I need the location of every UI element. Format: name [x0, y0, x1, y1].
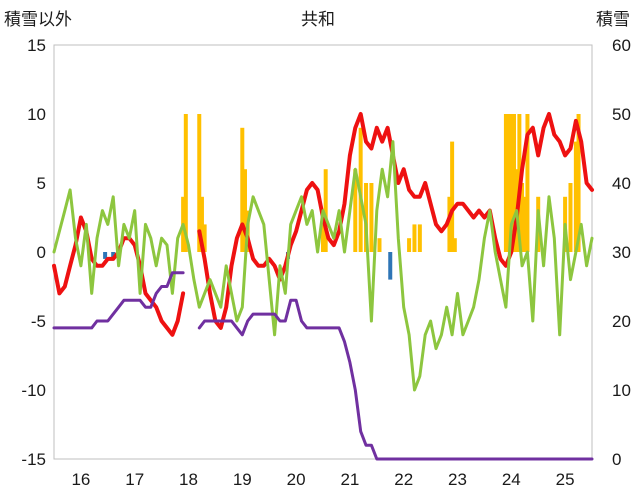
bar-blue — [111, 252, 116, 259]
bar-orange — [525, 114, 530, 252]
y-tick-label-right: 20 — [612, 312, 631, 331]
x-tick-label: 24 — [502, 470, 521, 489]
y-tick-label-right: 0 — [612, 450, 621, 469]
bar-orange — [568, 183, 573, 252]
bar-orange — [447, 196, 452, 252]
right-axis-label: 積雪 — [596, 10, 630, 29]
bar-orange — [573, 141, 578, 252]
series-line-green — [52, 140, 594, 392]
x-tick-label: 25 — [556, 470, 575, 489]
y-tick-label-left: 10 — [27, 105, 46, 124]
bar-blue — [388, 252, 393, 280]
bar-orange — [503, 114, 508, 252]
y-tick-label-right: 40 — [612, 174, 631, 193]
y-tick-label-left: 5 — [37, 174, 46, 193]
bar-orange — [321, 224, 325, 252]
bar-orange — [506, 114, 511, 252]
bar-series — [103, 114, 581, 280]
series-line-purple — [52, 271, 594, 461]
x-tick-label: 20 — [287, 470, 306, 489]
bar-orange — [353, 169, 358, 252]
y-tick-label-right: 60 — [612, 36, 631, 55]
bar-orange — [522, 196, 527, 252]
bar-orange — [576, 114, 581, 252]
x-tick-label: 21 — [340, 470, 359, 489]
left-axis-label: 積雪以外 — [4, 10, 72, 29]
bar-orange — [323, 169, 328, 252]
y-tick-label-right: 10 — [612, 381, 631, 400]
bar-orange — [511, 114, 516, 252]
x-tick-label: 23 — [448, 470, 467, 489]
x-tick-label: 16 — [71, 470, 90, 489]
x-tick-label: 22 — [394, 470, 413, 489]
bar-orange — [240, 127, 245, 252]
x-tick-label: 17 — [125, 470, 144, 489]
y-tick-label-left: 15 — [27, 36, 46, 55]
x-tick-label: 19 — [233, 470, 252, 489]
bar-orange — [197, 114, 202, 252]
y-tick-label-left: -5 — [31, 312, 46, 331]
bar-orange — [520, 183, 525, 252]
y-tick-label-left: -15 — [21, 450, 46, 469]
bar-orange — [509, 114, 514, 252]
bar-orange — [199, 196, 204, 252]
bar-orange — [377, 238, 382, 252]
y-tick-label-left: -10 — [21, 381, 46, 400]
bar-blue — [103, 252, 108, 259]
bar-orange — [202, 224, 207, 252]
x-tick-label: 18 — [179, 470, 198, 489]
bar-orange — [450, 141, 455, 252]
axes: 16 17 18 19 20 21 22 23 24 25151050-5-10-15605040… — [21, 36, 631, 489]
line-series — [52, 112, 594, 461]
chart-title: 共和 — [301, 10, 335, 29]
y-tick-label-right: 30 — [612, 243, 631, 262]
bar-orange — [417, 224, 422, 252]
bar-orange — [412, 224, 417, 252]
bar-orange — [369, 183, 374, 252]
y-tick-label-right: 50 — [612, 105, 631, 124]
y-tick-label-left: 0 — [37, 243, 46, 262]
bar-orange — [183, 114, 188, 252]
bar-orange — [452, 238, 457, 252]
bar-orange — [242, 169, 247, 252]
bar-orange — [407, 238, 412, 252]
